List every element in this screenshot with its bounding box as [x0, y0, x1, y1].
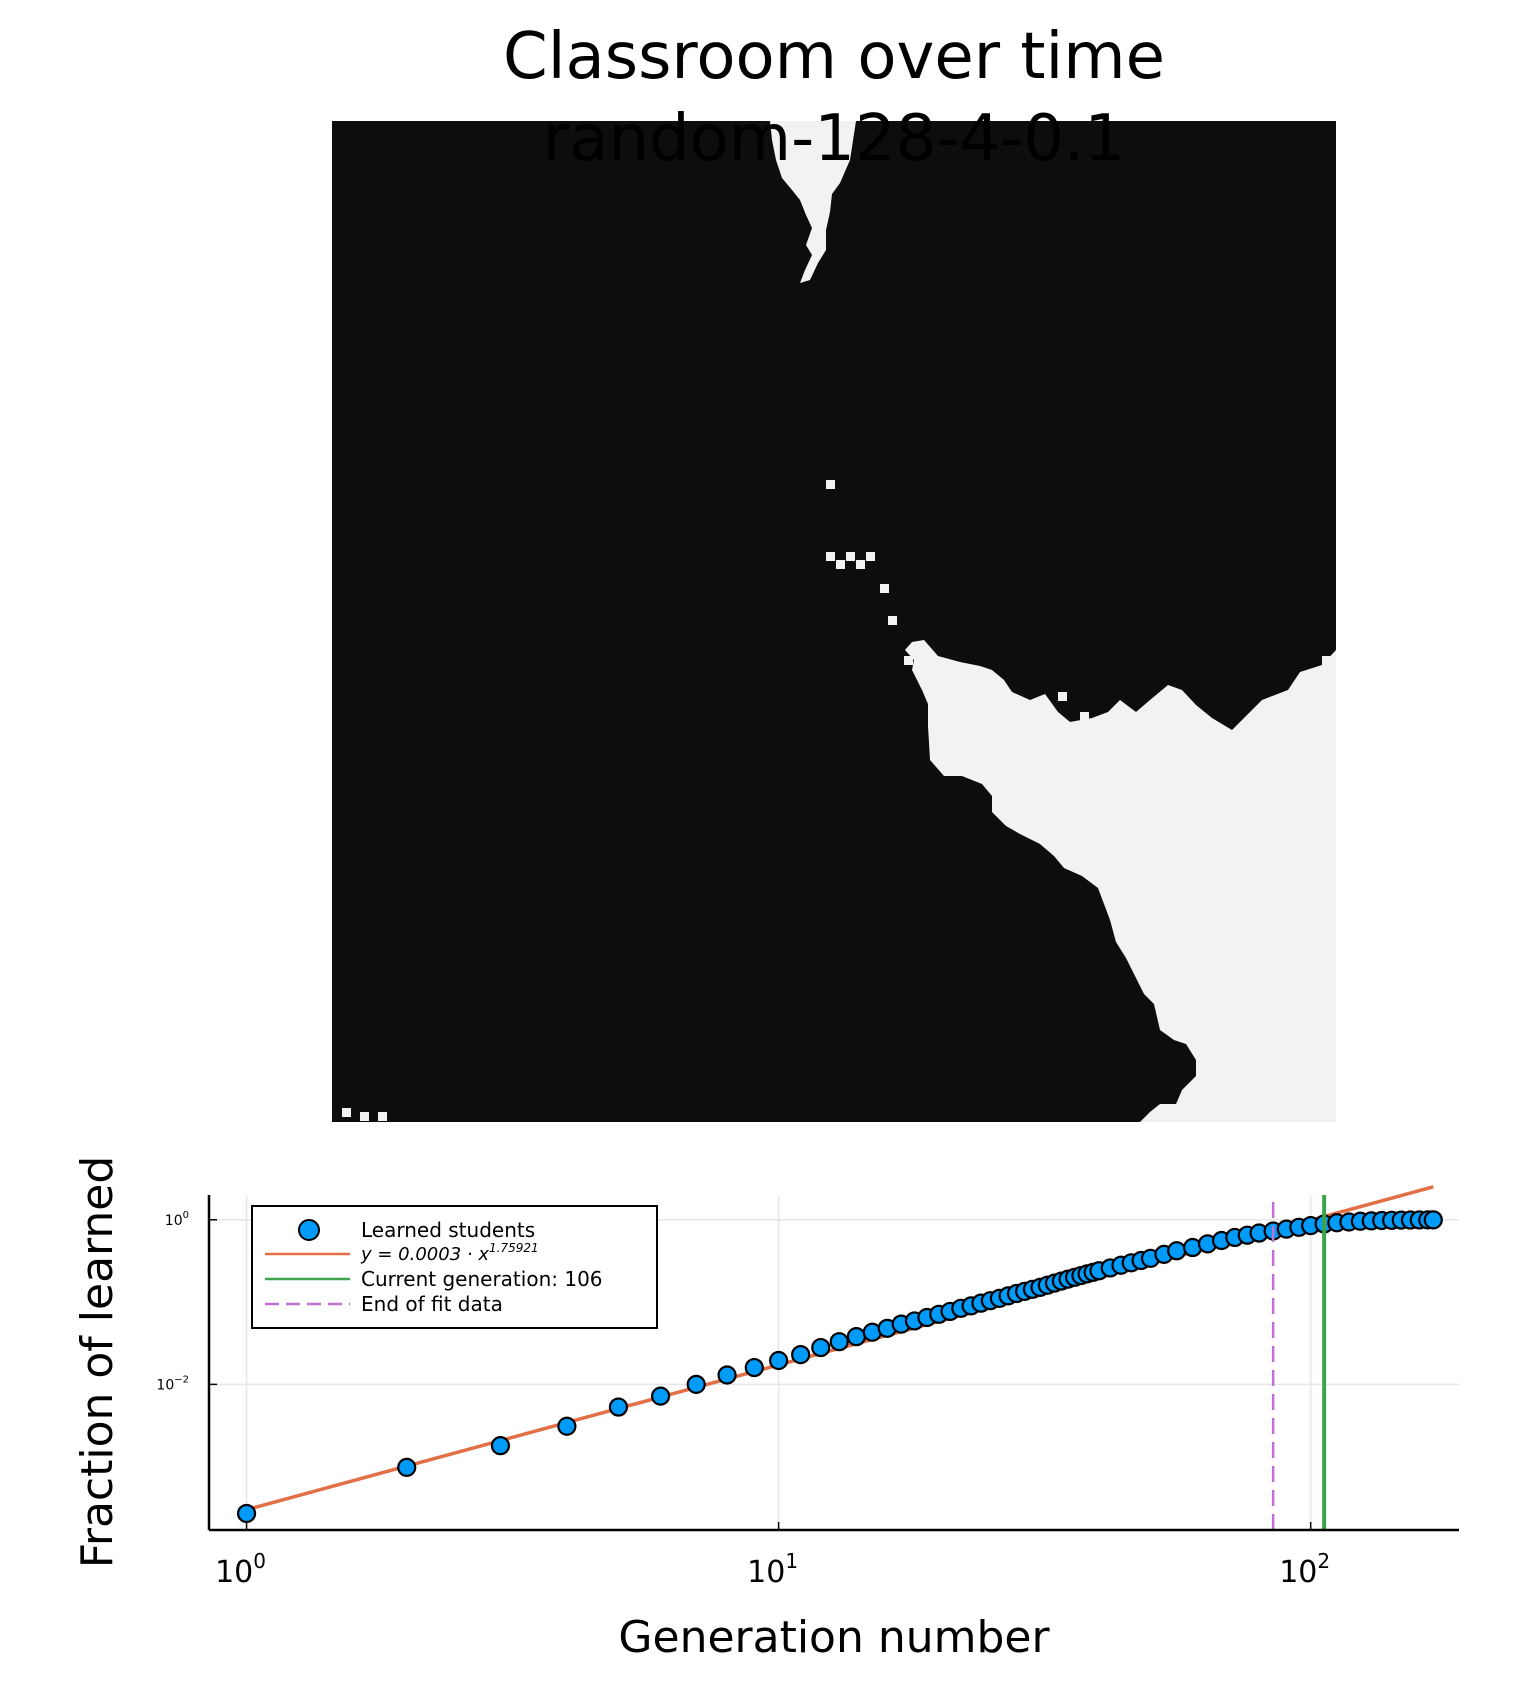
data-point — [490, 1436, 511, 1456]
x-tick-exponent: 2 — [1317, 1549, 1330, 1573]
data-point — [744, 1357, 764, 1378]
data-point — [829, 1332, 849, 1352]
x-axis-label: Generation number — [618, 1612, 1050, 1663]
y-tick-label: 10−2 — [156, 1374, 189, 1393]
legend-label-fit-exponent: 1.75921 — [489, 1241, 539, 1255]
legend-label-current: Current generation: 106 — [361, 1267, 603, 1291]
y-tick-base: 10 — [156, 1377, 174, 1393]
legend: Learned students y = 0.0003 · x1.75921 C… — [251, 1205, 658, 1329]
legend-label-fit-end: End of fit data — [361, 1292, 503, 1316]
data-point — [236, 1503, 257, 1524]
legend-label-learned: Learned students — [361, 1218, 535, 1242]
heatmap-boundary-pixels — [342, 480, 1336, 1121]
vertical-lines — [1271, 1195, 1327, 1530]
heatmap-learned-region-bottom — [905, 640, 1336, 1122]
x-tick-exponent: 1 — [785, 1549, 798, 1573]
data-point — [686, 1374, 706, 1394]
data-point — [608, 1397, 629, 1417]
data-point — [1423, 1210, 1443, 1230]
learned-students-series — [236, 1210, 1443, 1524]
legend-marker-learned — [298, 1219, 320, 1241]
data-point — [846, 1327, 866, 1347]
data-point — [650, 1386, 671, 1406]
y-tick-exponent: 0 — [183, 1210, 189, 1221]
data-point — [1167, 1241, 1187, 1261]
data-point — [397, 1457, 417, 1477]
x-tick-base: 10 — [1279, 1555, 1317, 1590]
data-point — [811, 1337, 831, 1358]
legend-label-fit-text: y = 0.0003 · x — [360, 1244, 489, 1265]
plot-axes — [207, 1195, 1459, 1532]
y-tick-label: 100 — [165, 1210, 189, 1229]
classroom-heatmap — [332, 121, 1336, 1122]
data-point — [717, 1365, 737, 1385]
legend-box — [251, 1205, 658, 1329]
x-tick-label: 102 — [1279, 1549, 1330, 1590]
legend-label-fit: y = 0.0003 · x1.75921 — [360, 1241, 539, 1265]
x-tick-base: 10 — [215, 1555, 253, 1590]
heatmap-learned-region-top — [770, 121, 856, 283]
data-point — [791, 1345, 811, 1365]
x-tick-label: 101 — [747, 1549, 798, 1590]
x-tick-label: 100 — [215, 1549, 266, 1590]
x-tick-base: 10 — [747, 1555, 785, 1590]
x-tick-exponent: 0 — [253, 1549, 266, 1573]
y-axis-label: Fraction of learned — [72, 1156, 123, 1568]
data-point — [769, 1350, 789, 1371]
y-tick-base: 10 — [165, 1213, 183, 1229]
figure-title: Classroom over time — [503, 20, 1165, 94]
y-tick-exponent: −2 — [174, 1374, 189, 1385]
data-point — [557, 1416, 577, 1436]
figure-subtitle: random-128-4-0.1 — [543, 102, 1125, 176]
